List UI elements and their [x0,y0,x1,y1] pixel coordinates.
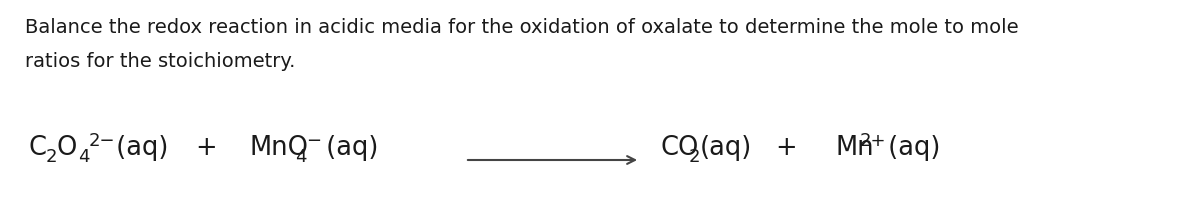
Text: −: − [306,132,322,150]
Text: 2−: 2− [89,132,115,150]
Text: ratios for the stoichiometry.: ratios for the stoichiometry. [25,52,295,71]
Text: +: + [775,135,797,161]
Text: C: C [28,135,46,161]
Text: CO: CO [660,135,698,161]
Text: Mn: Mn [835,135,874,161]
Text: 2: 2 [46,148,58,166]
Text: 2: 2 [689,148,701,166]
Text: (aq): (aq) [880,135,941,161]
Text: O: O [58,135,77,161]
Text: MnO: MnO [250,135,310,161]
Text: (aq): (aq) [318,135,378,161]
Text: +: + [194,135,217,161]
Text: Balance the redox reaction in acidic media for the oxidation of oxalate to deter: Balance the redox reaction in acidic med… [25,18,1019,37]
Text: (aq): (aq) [700,135,752,161]
Text: 4: 4 [295,148,306,166]
Text: 4: 4 [78,148,90,166]
Text: (aq): (aq) [108,135,168,161]
Text: 2+: 2+ [860,132,887,150]
